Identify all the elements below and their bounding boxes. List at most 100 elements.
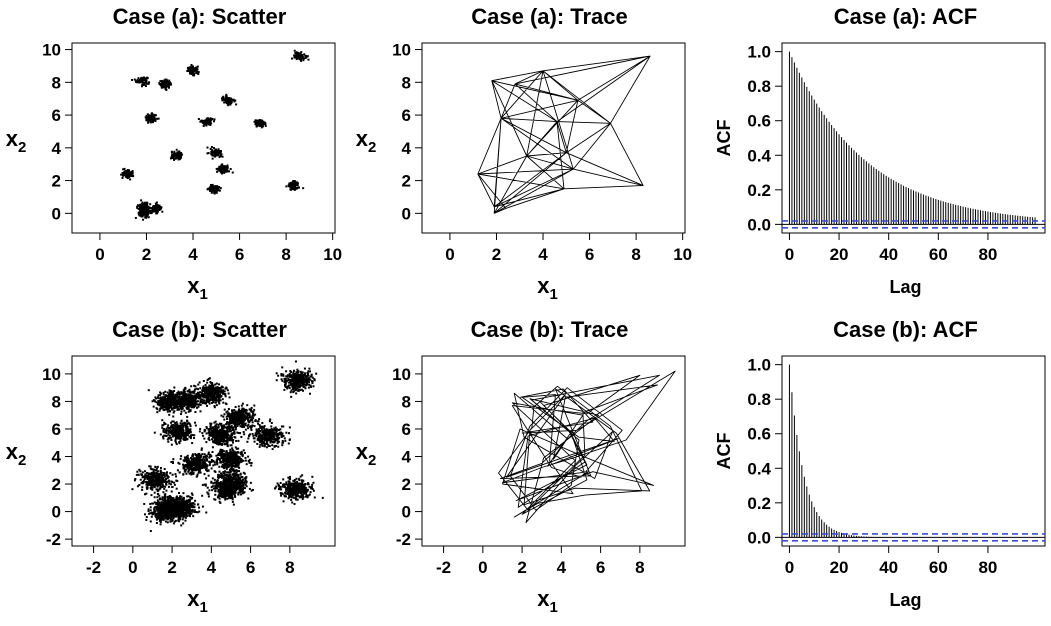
scatter-point bbox=[285, 370, 288, 373]
scatter-point bbox=[210, 458, 213, 461]
scatter-point bbox=[257, 422, 260, 425]
scatter-point bbox=[226, 414, 229, 417]
scatter-point bbox=[193, 458, 196, 461]
scatter-point bbox=[185, 438, 188, 441]
scatter-point bbox=[256, 420, 259, 423]
scatter-point bbox=[186, 467, 189, 470]
scatter-point bbox=[195, 72, 198, 75]
scatter-point bbox=[146, 117, 149, 120]
scatter-point bbox=[220, 472, 223, 475]
scatter-point bbox=[217, 423, 220, 426]
scatter-point bbox=[199, 394, 202, 397]
scatter-point bbox=[230, 444, 233, 447]
scatter-point bbox=[160, 392, 163, 395]
scatter-point bbox=[253, 404, 256, 407]
scatter-point bbox=[222, 427, 225, 430]
scatter-point bbox=[180, 413, 183, 416]
scatter-point bbox=[186, 454, 189, 457]
scatter-point bbox=[168, 406, 171, 409]
scatter-point bbox=[186, 420, 189, 423]
scatter-point bbox=[309, 378, 312, 381]
scatter-point bbox=[182, 394, 185, 397]
scatter-point bbox=[149, 121, 152, 124]
scatter-point bbox=[171, 433, 174, 436]
scatter-point bbox=[212, 436, 215, 439]
scatter-point bbox=[163, 86, 166, 89]
scatter-point bbox=[311, 376, 314, 379]
scatter-point bbox=[185, 423, 188, 426]
scatter-point bbox=[164, 405, 167, 408]
scatter-point bbox=[199, 465, 202, 468]
scatter-point bbox=[243, 414, 246, 417]
scatter-point bbox=[144, 209, 147, 212]
scatter-point bbox=[311, 382, 314, 385]
scatter-point bbox=[221, 465, 224, 468]
scatter-point bbox=[127, 171, 130, 174]
scatter-point bbox=[305, 377, 308, 380]
scatter-point bbox=[228, 438, 231, 441]
scatter-point bbox=[173, 157, 176, 160]
scatter-point bbox=[192, 69, 195, 72]
scatter-point bbox=[216, 457, 219, 460]
y-tick-label: 0 bbox=[402, 204, 411, 223]
scatter-point bbox=[236, 424, 239, 427]
scatter-point bbox=[221, 453, 224, 456]
scatter-point bbox=[193, 399, 196, 402]
scatter-point bbox=[221, 169, 224, 172]
scatter-point bbox=[196, 457, 199, 460]
scatter-point bbox=[290, 188, 293, 191]
scatter-point bbox=[235, 463, 238, 466]
scatter-point bbox=[204, 462, 207, 465]
y-tick-label: 6 bbox=[402, 106, 411, 125]
scatter-point bbox=[229, 448, 232, 451]
scatter-point bbox=[302, 373, 305, 376]
scatter-point bbox=[208, 439, 211, 442]
scatter-point bbox=[213, 192, 216, 195]
scatter-point bbox=[142, 204, 145, 207]
scatter-point bbox=[293, 390, 296, 393]
scatter-point bbox=[215, 189, 218, 192]
scatter-point bbox=[275, 428, 278, 431]
scatter-point bbox=[237, 447, 240, 450]
scatter-point bbox=[169, 401, 172, 404]
scatter-point bbox=[189, 471, 192, 474]
scatter-point bbox=[173, 426, 176, 429]
scatter-point bbox=[145, 202, 148, 205]
scatter-point bbox=[238, 456, 241, 459]
scatter-point bbox=[197, 453, 200, 456]
scatter-point bbox=[240, 414, 243, 417]
x-tick-label: 2 bbox=[142, 245, 151, 264]
y-tick-label: 8 bbox=[52, 392, 61, 411]
scatter-point bbox=[248, 461, 251, 464]
scatter-point bbox=[203, 430, 206, 433]
scatter-point bbox=[174, 397, 177, 400]
scatter-point bbox=[198, 460, 201, 463]
scatter-point bbox=[157, 394, 160, 397]
scatter-point bbox=[307, 378, 310, 381]
y-axis-label: x2 bbox=[356, 126, 377, 156]
scatter-point bbox=[155, 207, 158, 210]
scatter-point bbox=[194, 453, 197, 456]
scatter-point bbox=[283, 377, 286, 380]
scatter-point bbox=[148, 81, 151, 84]
scatter-point bbox=[217, 153, 220, 156]
scatter-point bbox=[194, 463, 197, 466]
x-tick-label: 4 bbox=[207, 558, 217, 577]
scatter-point bbox=[147, 208, 150, 211]
scatter-point bbox=[166, 79, 169, 82]
scatter-point bbox=[171, 391, 174, 394]
scatter-point bbox=[223, 408, 226, 411]
scatter-point bbox=[233, 432, 236, 435]
scatter-point bbox=[187, 410, 190, 413]
scatter-point bbox=[205, 441, 208, 444]
scatter-point bbox=[182, 424, 185, 427]
scatter-point bbox=[176, 151, 179, 154]
scatter-point bbox=[175, 156, 178, 159]
scatter-point bbox=[296, 182, 299, 185]
scatter-point bbox=[189, 404, 192, 407]
scatter-point bbox=[148, 114, 151, 117]
scatter-point bbox=[166, 81, 169, 84]
scatter-point bbox=[190, 67, 193, 70]
scatter-point bbox=[215, 190, 218, 193]
